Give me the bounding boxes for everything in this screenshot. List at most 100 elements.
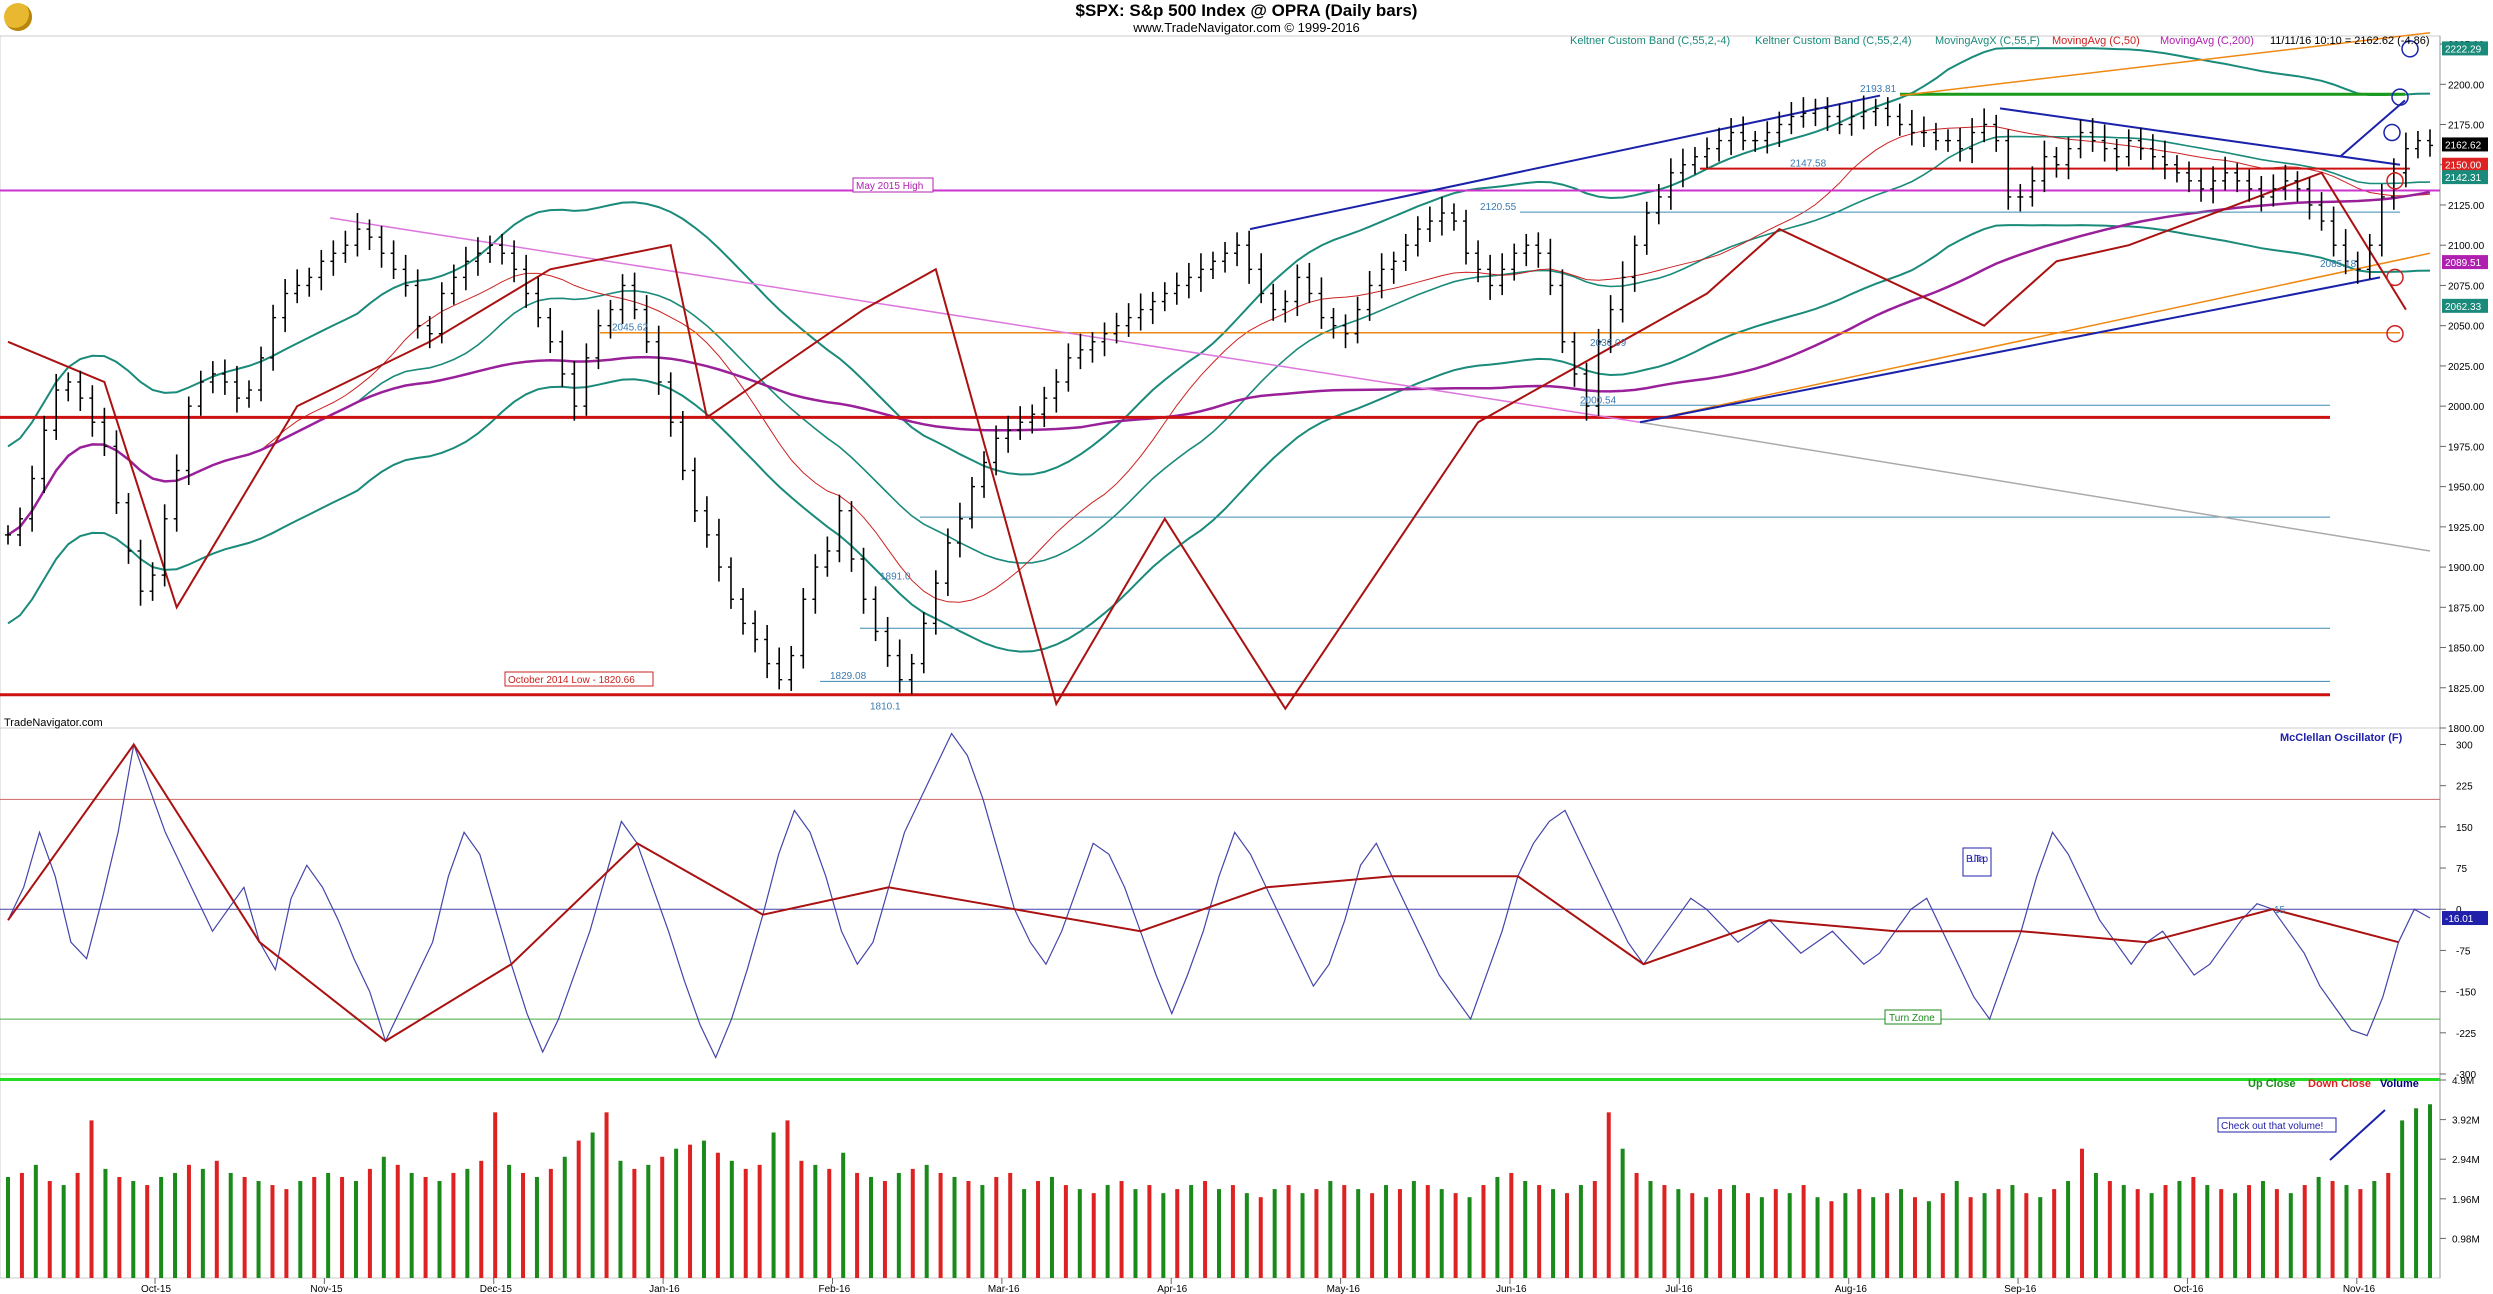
month-tick-label: Jul-16 [1665,1284,1693,1294]
osc-value-tag-box [2442,911,2488,926]
legend-ma50: MovingAvg (C,50) [2052,35,2140,47]
price-tick-label: 1800.00 [2448,724,2485,735]
blue-uptrend-lower-line [1639,276,2381,424]
vol-tick-label: 0.98M [2452,1234,2480,1245]
volume-bar [1203,1181,1208,1278]
volume-bar [632,1168,637,1278]
volume-bar [924,1164,929,1278]
price-tag-box [2442,41,2488,56]
volume-bar [1843,1193,1848,1278]
price-tag-label: 2142.31 [2445,173,2482,184]
volume-bar [1662,1185,1667,1278]
osc-tick-label: -225 [2456,1029,2476,1040]
volume-bar [674,1148,679,1278]
price-tick-label: 1900.00 [2448,563,2485,574]
price-level-label: 2147.58 [1790,159,1827,170]
volume-bar [1982,1193,1987,1278]
volume-bar [604,1112,609,1278]
volume-bar [771,1132,776,1278]
volume-bar [2414,1108,2419,1278]
price-tick-label: 2025.00 [2448,362,2485,373]
vol-tick-label: 4.9M [2452,1076,2474,1087]
timestamp-readout: 11/11/16 10:10 = 2162.62 (-4.86) [2270,35,2430,47]
volume-bar [1787,1193,1792,1278]
volume-bar [1495,1176,1500,1278]
volume-bar [590,1132,595,1278]
volume-arrow-line [2329,1109,2386,1161]
price-tag-label: 2089.51 [2445,258,2482,269]
volume-bar [1481,1185,1486,1278]
month-tick-label: Sep-16 [2004,1284,2037,1294]
volume-bar [214,1160,219,1278]
volume-bar [576,1140,581,1278]
volume-bar [2163,1185,2168,1278]
volume-bar [1732,1185,1737,1278]
pink-downtrend-line [329,217,1641,423]
month-tick-label: Jun-16 [1496,1284,1527,1294]
month-tick-label: Mar-16 [988,1284,1020,1294]
osc-tick-label: -75 [2456,946,2471,957]
volume-bar [1411,1181,1416,1278]
volume-bar [1926,1201,1931,1278]
marker-circle [2386,172,2404,190]
volume-bar [6,1176,10,1278]
volume-bar [534,1176,539,1278]
volume-bar [2080,1148,2085,1278]
bull-trap-label: Bull Trap [1962,847,1992,877]
volume-bar [1342,1185,1347,1278]
volume-bar [2247,1185,2252,1278]
volume-bar [882,1181,887,1278]
volume-bar [1119,1181,1124,1278]
price-tag-box [2442,255,2488,270]
volume-bar [131,1181,136,1278]
marker-circle [2386,268,2404,287]
volume-bar [256,1181,261,1278]
volume-bar [2024,1193,2029,1278]
volume-bar [103,1168,108,1278]
price-level-label: 1891.0 [880,572,911,583]
volume-bar [2093,1172,2098,1278]
volume-bar [312,1176,317,1278]
volume-bar [1968,1197,1973,1278]
osc-tick-label: 75 [2456,864,2468,875]
tradenavigator-logo-icon[interactable] [4,3,32,31]
volume-bar [493,1112,498,1278]
volume-bar [2038,1197,2043,1278]
volume-bar [367,1168,372,1278]
volume-bar [715,1152,720,1278]
price-tick-label: 1975.00 [2448,442,2485,453]
volume-bar [2372,1181,2377,1278]
red-zigzag-line [7,171,2407,711]
price-tick-label: 1925.00 [2448,523,2485,534]
volume-bar [1815,1197,1820,1278]
price-tag-box [2442,170,2488,185]
volume-bar [521,1172,526,1278]
volume-bar [1912,1197,1917,1278]
volume-bar [688,1144,693,1278]
marker-circle [2401,40,2419,58]
volume-bar [437,1181,442,1278]
volume-bar [1161,1193,1166,1278]
volume-bar [910,1168,915,1278]
orange-channel-lower-line [1639,252,2431,423]
volume-bar [1857,1189,1862,1278]
volume-bar [228,1172,233,1278]
legend-up-close: Up Close [2248,1078,2296,1090]
volume-bar [61,1185,66,1278]
volume-bar [1676,1189,1681,1278]
price-tick-label: 1850.00 [2448,644,2485,655]
volume-bar [2010,1185,2015,1278]
volume-bar [200,1168,205,1278]
volume-bar [340,1176,345,1278]
volume-bar [1370,1193,1375,1278]
vol-tick-label: 3.92M [2452,1116,2480,1127]
volume-bar [1036,1181,1041,1278]
volume-bar [479,1160,484,1278]
volume-bar [1467,1197,1472,1278]
volume-bar [1453,1193,1458,1278]
osc-tick-label: 225 [2456,782,2473,793]
price-level-label: 2000.54 [1580,395,1617,406]
blue-uptrend-upper-line [1249,94,1881,231]
volume-bar [827,1168,832,1278]
